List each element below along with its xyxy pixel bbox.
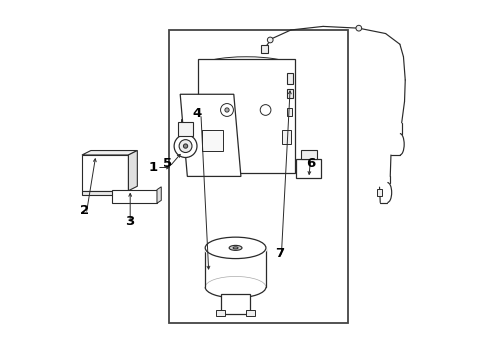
Bar xyxy=(82,155,128,191)
Bar xyxy=(221,294,249,314)
Text: 7: 7 xyxy=(274,247,284,260)
Bar xyxy=(177,122,193,136)
Text: 2: 2 xyxy=(80,204,89,217)
Bar xyxy=(112,190,157,203)
Polygon shape xyxy=(82,150,137,155)
Bar xyxy=(216,310,224,316)
Bar xyxy=(296,158,321,178)
Ellipse shape xyxy=(179,140,192,153)
Text: 5: 5 xyxy=(163,157,172,170)
Ellipse shape xyxy=(267,37,272,43)
Ellipse shape xyxy=(229,246,242,250)
Bar xyxy=(300,150,316,158)
Ellipse shape xyxy=(355,25,361,31)
Bar xyxy=(286,89,292,98)
Ellipse shape xyxy=(233,247,238,249)
Bar xyxy=(201,130,210,144)
Ellipse shape xyxy=(203,235,267,260)
Bar xyxy=(169,30,347,323)
Ellipse shape xyxy=(183,144,187,148)
Ellipse shape xyxy=(174,135,197,157)
Text: 3: 3 xyxy=(124,215,134,228)
Bar xyxy=(282,130,290,144)
Bar xyxy=(286,108,291,116)
Bar xyxy=(198,59,294,173)
Bar xyxy=(376,189,381,196)
Bar xyxy=(82,191,128,195)
Ellipse shape xyxy=(224,108,229,112)
Text: 4: 4 xyxy=(192,107,202,120)
Bar xyxy=(246,310,255,316)
Bar xyxy=(260,45,267,53)
Bar xyxy=(201,130,223,152)
Polygon shape xyxy=(128,150,137,191)
Text: 1: 1 xyxy=(148,161,158,174)
Bar xyxy=(286,73,292,84)
Ellipse shape xyxy=(205,237,265,258)
Text: 6: 6 xyxy=(305,157,315,170)
Polygon shape xyxy=(180,94,241,176)
Polygon shape xyxy=(157,187,161,203)
